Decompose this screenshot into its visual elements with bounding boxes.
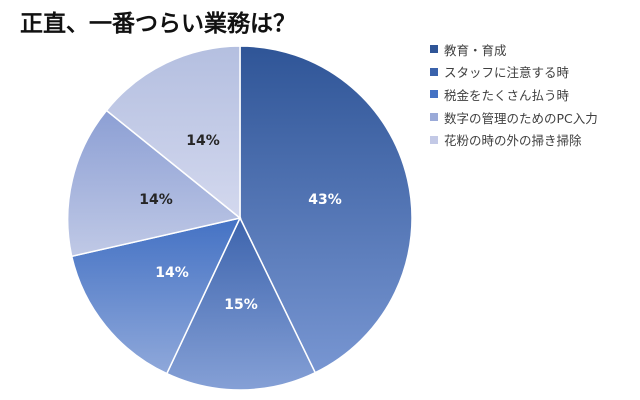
- slice-label-14a: 14%: [155, 265, 189, 281]
- chart-title: 正直、一番つらい業務は？: [20, 11, 296, 37]
- legend-label: 税金をたくさん払う時: [444, 87, 570, 103]
- slice-label-43: 43%: [308, 192, 342, 208]
- slice-taxes[interactable]: [70, 216, 242, 375]
- legend-item[interactable]: 花粉の時の外の掃き掃除: [430, 128, 598, 151]
- legend-item[interactable]: スタッフに注意する時: [430, 61, 598, 84]
- legend-item[interactable]: 税金をたくさん払う時: [430, 83, 598, 106]
- legend-swatch-icon: [430, 135, 438, 144]
- legend-item[interactable]: 教育・育成: [430, 38, 598, 61]
- slice-staff-warning[interactable]: [165, 216, 317, 391]
- legend-item[interactable]: 数字の管理のためのPC入力: [430, 106, 598, 129]
- slice-label-15: 15%: [224, 297, 258, 313]
- slice-label-14c: 14%: [186, 133, 220, 149]
- legend-swatch-icon: [430, 90, 438, 99]
- legend-swatch-icon: [430, 113, 438, 122]
- legend-label: 花粉の時の外の掃き掃除: [444, 133, 582, 149]
- legend-swatch-icon: [430, 45, 438, 54]
- legend-label: 教育・育成: [444, 42, 507, 58]
- slice-label-14b: 14%: [139, 192, 173, 208]
- slice-education[interactable]: [239, 45, 413, 374]
- legend-label: スタッフに注意する時: [444, 65, 570, 81]
- legend-swatch-icon: [430, 67, 438, 76]
- slice-pc-input[interactable]: [66, 109, 242, 258]
- legend-label: 数字の管理のためのPC入力: [444, 110, 598, 126]
- legend: 教育・育成 スタッフに注意する時 税金をたくさん払う時 数字の管理のためのPC入…: [430, 38, 598, 151]
- slice-sweeping[interactable]: [105, 45, 241, 220]
